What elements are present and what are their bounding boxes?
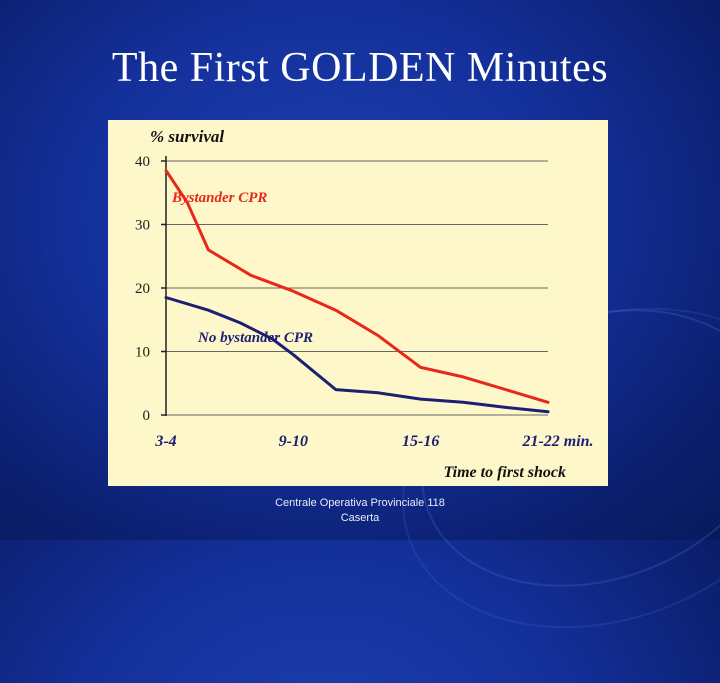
y-tick-label: 40	[135, 154, 150, 170]
x-tick-label: 15-16	[402, 433, 439, 450]
grid-lines	[161, 160, 548, 416]
slide-title: The First GOLDEN Minutes	[111, 45, 609, 91]
series-label-no-bystander: No bystander CPR	[197, 330, 313, 346]
footer-organization: Centrale Operativa Provinciale 118	[275, 497, 445, 509]
series-line-no-bystander-cpr	[164, 296, 550, 414]
series-label-bystander: Bystander CPR	[171, 190, 267, 206]
x-axis-label: Time to first shock	[443, 464, 566, 481]
series-line-bystander-cpr	[164, 169, 550, 404]
x-tick-label: 21-22 min.	[521, 433, 593, 450]
x-tick-label: 3-4	[154, 433, 176, 450]
survival-chart: 0 10 20 30 40 3-4 9-10 15-16 21-22 min. % survi…	[108, 120, 608, 486]
slide-footer: Centrale Operativa Provinciale 118 Caser…	[0, 496, 720, 526]
y-axis-label: % survival	[150, 127, 224, 146]
y-tick-labels: 0 10 20 30 40	[135, 154, 150, 424]
y-tick-label: 0	[143, 408, 151, 424]
footer-city: Caserta	[340, 512, 380, 524]
x-tick-label: 9-10	[279, 433, 308, 450]
y-tick-label: 20	[135, 281, 150, 297]
chart-svg: 0 10 20 30 40 3-4 9-10 15-16 21-22 min. % survi…	[135, 127, 594, 481]
y-tick-label: 10	[135, 345, 150, 361]
x-tick-labels: 3-4 9-10 15-16 21-22 min.	[154, 433, 593, 450]
series-lines	[164, 169, 550, 414]
y-tick-label: 30	[135, 218, 150, 234]
